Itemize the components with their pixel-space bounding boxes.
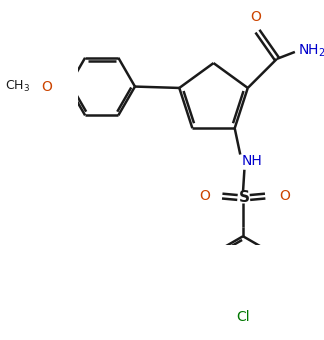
Text: Cl: Cl	[236, 310, 250, 324]
Text: CH$_3$: CH$_3$	[5, 79, 30, 94]
Text: NH$_2$: NH$_2$	[298, 42, 324, 59]
Text: O: O	[251, 10, 261, 24]
Text: O: O	[41, 80, 52, 94]
Text: NH: NH	[242, 154, 262, 168]
Text: O: O	[199, 189, 210, 203]
Text: S: S	[239, 190, 250, 205]
Text: O: O	[279, 189, 290, 203]
